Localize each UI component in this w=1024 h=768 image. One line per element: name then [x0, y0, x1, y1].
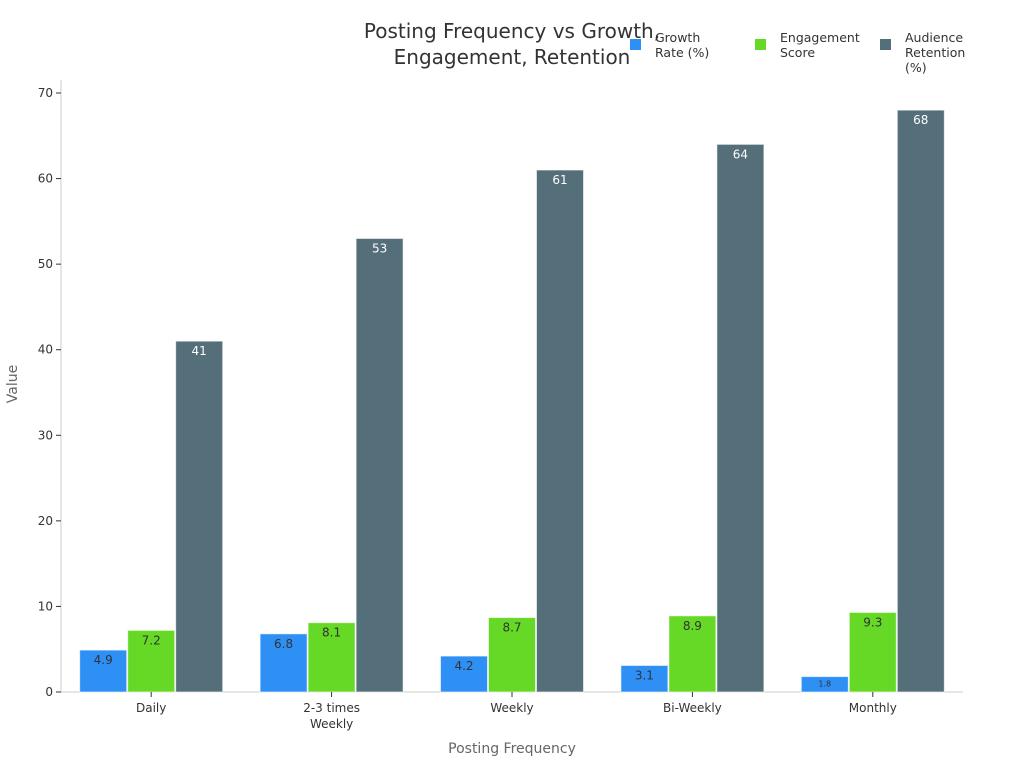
y-tick-label: 0 [45, 685, 53, 699]
x-tick-label: Weekly [490, 701, 533, 715]
legend-swatch-audience-retention [880, 39, 891, 50]
bar [536, 169, 584, 693]
legend-item-engagement-score[interactable]: Engagement Score [755, 30, 862, 75]
bar [79, 649, 128, 693]
x-tick-label: Monthly [849, 701, 897, 715]
bar [355, 237, 404, 693]
legend-label-engagement-score-line-1: Engagement [780, 30, 860, 45]
data-label: 9.3 [863, 615, 882, 629]
y-tick-label: 40 [38, 343, 53, 357]
y-tick-label: 50 [38, 257, 53, 271]
bar [127, 629, 176, 693]
legend-label-audience-retention-line-1: Audience [905, 30, 964, 45]
x-tick-label: 2-3 times [303, 701, 360, 715]
data-label: 3.1 [635, 668, 654, 682]
data-label: 4.2 [454, 659, 473, 673]
data-label: 64 [733, 147, 748, 161]
data-label: 61 [552, 173, 567, 187]
bar [488, 617, 536, 693]
y-axis-label: Value [5, 364, 22, 404]
data-label: 8.9 [683, 619, 702, 633]
y-tick-label: 30 [38, 428, 53, 442]
bar [620, 664, 669, 693]
legend-label-growth-rate-line-1: Growth [655, 30, 701, 45]
bar [668, 615, 717, 693]
legend-label-growth-rate: Growth Rate (%) [655, 30, 737, 60]
legend-label-audience-retention: Audience Retention (%) [905, 30, 987, 75]
legend-swatch-engagement-score [755, 39, 766, 50]
x-axis-label: Posting Frequency [448, 741, 576, 757]
bar [175, 340, 224, 693]
data-label: 53 [372, 241, 387, 255]
legend-label-audience-retention-line-2: Retention (%) [905, 45, 966, 75]
bar [259, 633, 308, 693]
legend-label-engagement-score-line-2: Score [780, 45, 816, 60]
y-tick-label: 20 [38, 514, 53, 528]
x-tick-label: Bi-Weekly [663, 701, 722, 715]
legend-label-growth-rate-line-2: Rate (%) [655, 45, 710, 60]
data-label: 7.2 [142, 633, 161, 647]
bar [800, 676, 849, 693]
data-label: 8.7 [502, 621, 521, 635]
y-tick-label: 10 [38, 599, 53, 613]
data-label: 4.9 [94, 653, 113, 667]
x-tick-label: Daily [136, 701, 166, 715]
data-label: 1.8 [818, 680, 831, 689]
legend: Growth Rate (%) Engagement Score Audienc… [630, 30, 1005, 75]
legend-item-audience-retention[interactable]: Audience Retention (%) [880, 30, 987, 75]
legend-swatch-growth-rate [630, 39, 641, 50]
y-tick-label: 60 [38, 172, 53, 186]
data-label: 68 [913, 113, 928, 127]
legend-item-growth-rate[interactable]: Growth Rate (%) [630, 30, 737, 75]
legend-label-engagement-score: Engagement Score [780, 30, 862, 60]
bar [440, 655, 488, 693]
x-tick-label: Weekly [310, 717, 353, 731]
data-label: 8.1 [322, 626, 341, 640]
data-label: 41 [192, 344, 207, 358]
bar [896, 109, 945, 693]
bar [716, 143, 765, 693]
data-label: 6.8 [274, 637, 293, 651]
y-tick-label: 70 [38, 86, 53, 100]
